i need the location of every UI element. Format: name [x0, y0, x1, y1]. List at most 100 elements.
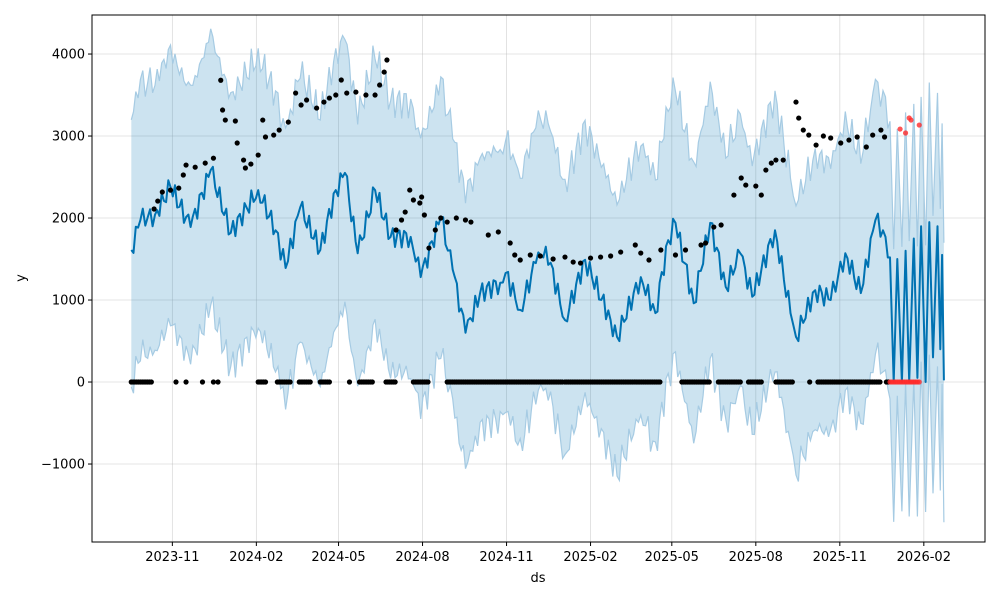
zero-point [215, 379, 221, 385]
actual-point [870, 132, 876, 138]
x-axis-label: ds [530, 571, 545, 586]
actual-point [711, 224, 717, 230]
plot-frame [91, 14, 986, 543]
actual-point [271, 132, 277, 138]
actual-point [183, 162, 189, 168]
actual-point [597, 254, 604, 260]
zero-point [657, 379, 663, 385]
actual-point [638, 250, 644, 256]
y-tick-label: 0 [77, 376, 85, 391]
zero-point [916, 379, 922, 385]
actual-point [410, 197, 417, 203]
actual-point [743, 182, 749, 188]
actual-point [426, 245, 432, 251]
actual-point [820, 133, 826, 139]
actual-point [363, 92, 369, 98]
actual-point [632, 242, 638, 248]
x-tick-label: 2024-05 [311, 550, 365, 565]
actual-point [796, 115, 802, 121]
actual-point [854, 134, 860, 140]
actual-point [338, 77, 344, 83]
actual-point [218, 77, 224, 83]
test-point [902, 130, 909, 136]
y-axis-ticks: −1000 0 1000 2000 3000 4000 [41, 48, 92, 473]
y-tick-label: 2000 [52, 212, 85, 227]
uncertainty-band [130, 28, 945, 523]
x-tick-label: 2024-02 [229, 550, 283, 565]
actual-point [303, 97, 310, 103]
test-point [908, 117, 914, 123]
actual-point [618, 249, 624, 255]
actual-point [846, 137, 852, 143]
zero-point [148, 379, 154, 385]
actual-point [738, 175, 744, 181]
uncertainty-band-fill [131, 28, 944, 523]
actual-point [167, 187, 174, 193]
x-tick-label: 2025-05 [645, 550, 699, 565]
actual-point [444, 219, 450, 225]
y-tick-label: −1000 [41, 458, 85, 473]
actual-point [326, 95, 333, 101]
actual-point [758, 192, 764, 198]
actual-point [255, 152, 261, 158]
actual-point [773, 157, 779, 163]
actual-point [384, 57, 390, 63]
actual-point [232, 118, 238, 124]
actual-point [234, 140, 240, 146]
actual-point [276, 127, 282, 133]
actual-point [192, 164, 198, 170]
actual-point [838, 140, 844, 146]
x-tick-label: 2026-02 [897, 550, 951, 565]
zero-point [392, 379, 398, 385]
actual-point [393, 227, 399, 233]
actual-point [222, 117, 228, 123]
actual-point [151, 206, 157, 212]
actual-point [398, 217, 405, 223]
actual-point [537, 253, 543, 259]
test-points [887, 115, 922, 385]
yhat-line [130, 165, 945, 383]
actual-point [260, 117, 266, 123]
actual-point [570, 259, 576, 265]
actual-point [438, 215, 444, 221]
actual-point [202, 160, 208, 166]
y-tick-label: 4000 [52, 48, 85, 63]
zero-point [346, 379, 353, 385]
actual-point [768, 160, 774, 166]
zero-point [173, 379, 179, 385]
y-tick-label: 1000 [52, 294, 85, 309]
actual-point [219, 107, 226, 113]
actual-point [298, 102, 304, 108]
actual-point [672, 252, 679, 258]
zero-point [307, 379, 313, 385]
x-tick-label: 2024-08 [395, 550, 449, 565]
actual-point [780, 157, 786, 163]
actual-point [878, 127, 884, 133]
actual-point [240, 157, 247, 163]
actual-point [248, 161, 254, 167]
zero-point [425, 379, 431, 385]
actual-point [753, 183, 759, 189]
x-tick-label: 2024-11 [479, 550, 533, 565]
zero-point [210, 379, 217, 385]
y-axis-label: y [14, 274, 29, 282]
x-axis-ticks: 2023-11 2024-02 2024-05 2024-08 2024-11 2025-… [145, 542, 951, 565]
x-tick-label: 2025-02 [563, 550, 617, 565]
actual-point [550, 256, 556, 262]
zero-point [199, 379, 206, 385]
zero-point [326, 379, 333, 385]
actual-point [698, 242, 704, 248]
actual-point [344, 90, 350, 96]
actual-point [495, 229, 501, 235]
actual-point [314, 105, 320, 111]
zero-point [706, 379, 712, 385]
zero-point [183, 379, 189, 385]
actual-point [293, 90, 299, 96]
actual-point [608, 253, 614, 259]
upper-bound-line [130, 28, 945, 250]
actual-point [417, 200, 423, 206]
actual-point [682, 247, 689, 253]
actual-point [421, 212, 427, 218]
actual-point [828, 135, 834, 141]
